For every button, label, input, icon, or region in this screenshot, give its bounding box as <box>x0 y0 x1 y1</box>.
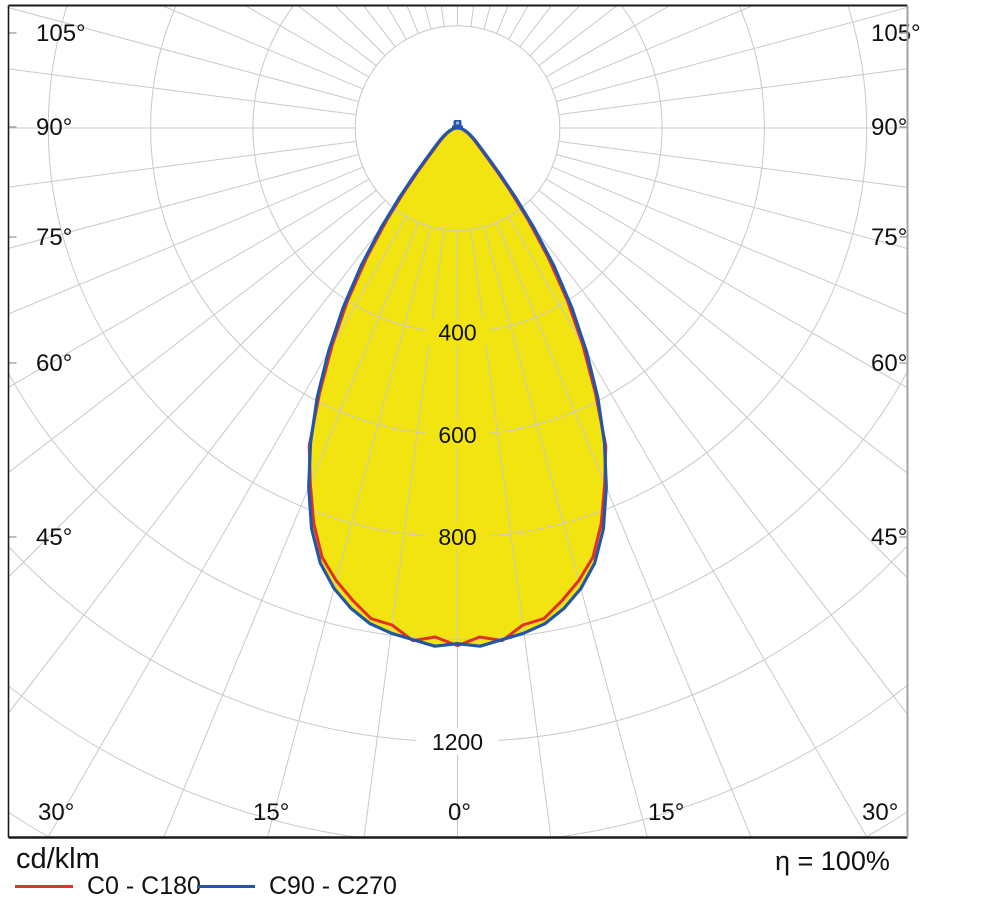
legend-label-c0-c180: C0 - C180 <box>87 872 201 900</box>
grid-spoke <box>558 140 908 188</box>
legend-item-c0-c180: C0 - C180 <box>15 872 201 900</box>
ring-label-patch <box>425 420 490 448</box>
angle-label-left: 60° <box>36 350 72 377</box>
plot-frame <box>7 4 909 839</box>
ring-label-patch <box>425 318 490 346</box>
angle-label-right: 105° <box>871 20 921 47</box>
grid-spoke <box>47 216 407 838</box>
grid-spoke <box>551 166 908 315</box>
ring-label-patch <box>425 523 490 551</box>
grid-spoke <box>496 222 752 838</box>
grid-spoke <box>8 208 396 714</box>
grid-spoke <box>363 229 445 838</box>
angle-label-left: 45° <box>36 524 72 551</box>
grid-spoke <box>8 199 386 578</box>
angle-label-bottom: 15° <box>253 799 289 826</box>
grid-spoke <box>8 154 359 249</box>
angle-label-left: 75° <box>36 224 72 251</box>
grid-spoke <box>8 166 364 315</box>
grid-spoke <box>545 178 908 389</box>
ring-label-patch <box>416 727 499 755</box>
grid-spoke <box>538 189 908 474</box>
angle-labels: 105° 105°90° 90°75° 75°60° 60°45° 45°30° 15° 0°… <box>8 20 921 826</box>
grid-spoke <box>558 68 908 116</box>
ring-label: 600 <box>438 422 476 448</box>
grid-spoke <box>8 7 359 102</box>
luminaire-marker <box>452 120 463 128</box>
legend-label-c90-c270: C90 - C270 <box>269 872 397 900</box>
grid-spoke <box>163 222 419 838</box>
grid-spoke <box>8 68 357 116</box>
grid-spoke <box>266 226 432 838</box>
grid-spoke <box>8 140 357 188</box>
grid-spoke <box>529 199 908 579</box>
grid-spoke <box>8 178 370 388</box>
grid-spoke <box>556 154 908 250</box>
ring-label: 1200 <box>432 729 483 755</box>
grid-spoke <box>508 216 868 838</box>
grid-spoke <box>8 189 377 474</box>
legend-line-blue <box>197 884 255 888</box>
ring-labels: 400 600 800 1200 <box>416 318 499 755</box>
ring-label: 800 <box>438 524 476 550</box>
grid-spoke <box>470 229 552 838</box>
angle-label-bottom: 0° <box>448 799 471 826</box>
ring-label: 400 <box>438 320 476 346</box>
legend-line-red <box>15 884 73 888</box>
grid-spoke <box>483 226 649 838</box>
units-label: cd/klm <box>16 843 100 875</box>
angle-label-bottom: 15° <box>648 799 684 826</box>
grid-spoke <box>519 208 908 716</box>
efficiency-label: η = 100% <box>775 846 890 876</box>
legend-item-c90-c270: C90 - C270 <box>197 872 397 900</box>
angle-label-bottom: 30° <box>38 799 74 826</box>
angle-label-bottom: 30° <box>862 799 898 826</box>
grid-spoke <box>556 6 908 102</box>
angle-label-left: 105° <box>36 20 86 47</box>
curve-c90-c270 <box>307 126 608 648</box>
angle-label-left: 90° <box>36 114 72 141</box>
